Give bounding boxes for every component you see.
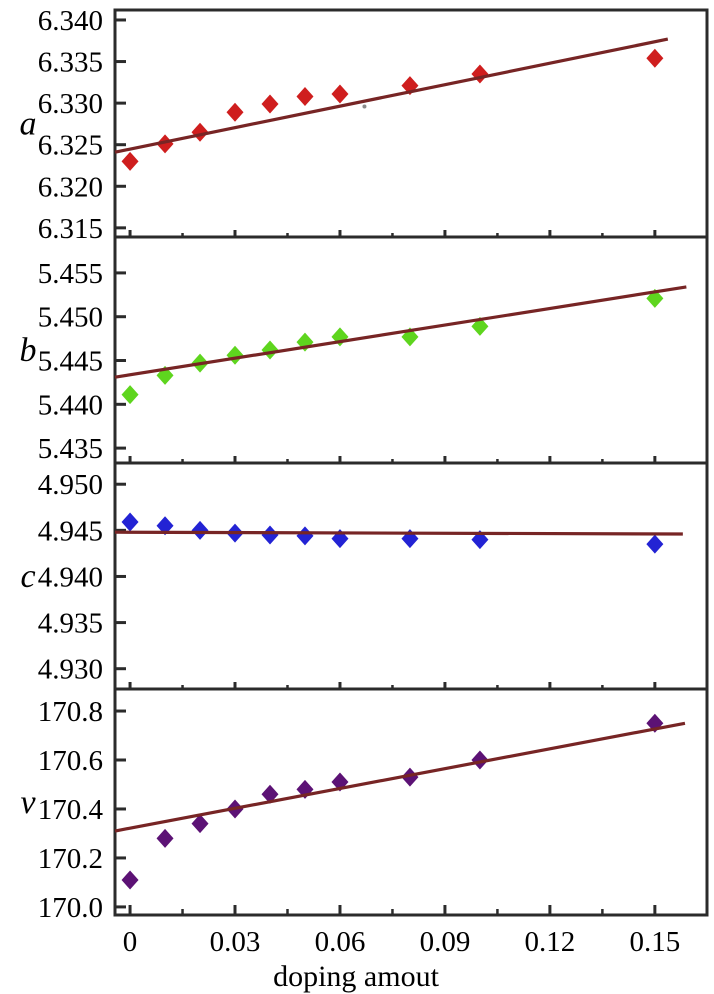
data-point-diamond bbox=[121, 385, 139, 405]
panel-a-ylabel: a bbox=[20, 106, 37, 143]
panel-v: 170.0 170.2 170.4 170.6 170.8 v bbox=[20, 687, 709, 924]
y-tick-label: 6.340 bbox=[38, 5, 103, 37]
data-point-diamond bbox=[401, 767, 419, 787]
y-tick-label: 5.450 bbox=[38, 302, 103, 334]
data-point-diamond bbox=[296, 86, 314, 106]
data-point-diamond bbox=[296, 526, 314, 546]
panel-a-frame bbox=[113, 8, 709, 239]
fit-line bbox=[114, 721, 686, 833]
x-tick-label: 0.12 bbox=[525, 926, 576, 958]
data-point-diamond bbox=[156, 828, 174, 848]
data-point-diamond bbox=[121, 512, 139, 532]
y-tick-label: 170.8 bbox=[38, 696, 103, 728]
x-tick-label: 0 bbox=[123, 926, 138, 958]
data-point-diamond bbox=[261, 784, 279, 804]
data-point-diamond bbox=[191, 520, 209, 540]
y-tick-label: 170.2 bbox=[38, 843, 103, 875]
y-tick-label: 5.440 bbox=[38, 389, 103, 421]
panel-c: 4.930 4.935 4.940 4.945 4.950 c bbox=[20, 461, 709, 691]
panel-b-frame bbox=[113, 235, 709, 465]
data-point-diamond bbox=[121, 870, 139, 890]
data-point-diamond bbox=[156, 134, 174, 154]
x-tick-label: 0.06 bbox=[315, 926, 366, 958]
y-tick-label: 6.320 bbox=[38, 171, 103, 203]
data-point-diamond bbox=[646, 534, 664, 554]
y-tick-label: 170.4 bbox=[38, 794, 104, 826]
y-tick-label: 5.455 bbox=[38, 258, 103, 290]
fit-line bbox=[114, 285, 687, 379]
x-tick-label: 0.03 bbox=[210, 926, 261, 958]
data-point-diamond bbox=[226, 102, 244, 122]
data-point-diamond bbox=[261, 525, 279, 545]
y-tick-label: 170.0 bbox=[38, 892, 103, 924]
y-tick-label: 4.930 bbox=[38, 654, 103, 686]
data-point-diamond bbox=[261, 340, 279, 360]
y-tick-label: 4.940 bbox=[38, 561, 103, 593]
y-tick-label: 6.315 bbox=[38, 213, 103, 245]
panel-c-frame bbox=[113, 461, 709, 691]
y-tick-label: 5.445 bbox=[38, 346, 103, 378]
panel-b: 5.435 5.440 5.445 5.450 5.455 b bbox=[20, 235, 709, 465]
data-point-diamond bbox=[191, 814, 209, 834]
panel-v-frame bbox=[113, 687, 709, 917]
y-tick-label: 4.945 bbox=[38, 515, 103, 547]
y-tick-label: 6.330 bbox=[38, 88, 103, 120]
y-tick-label: 5.435 bbox=[38, 433, 103, 465]
fit-line bbox=[114, 37, 669, 154]
data-point-diamond bbox=[156, 516, 174, 536]
panel-c-ylabel: c bbox=[20, 558, 35, 595]
x-tick-label: 0.09 bbox=[420, 926, 471, 958]
panel-a: 6.315 6.320 6.325 6.330 6.335 6.340 a bbox=[20, 5, 709, 245]
y-tick-label: 170.6 bbox=[38, 745, 103, 777]
panel-v-ylabel: v bbox=[20, 784, 36, 821]
panel-b-ylabel: b bbox=[20, 332, 37, 369]
data-point-diamond bbox=[261, 94, 279, 114]
fit-line bbox=[114, 530, 683, 536]
data-point-diamond bbox=[226, 345, 244, 365]
data-point-diamond bbox=[331, 84, 349, 104]
y-tick-label: 6.325 bbox=[38, 130, 103, 162]
y-tick-label: 4.935 bbox=[38, 608, 103, 640]
data-point-diamond bbox=[471, 64, 489, 84]
y-tick-label: 4.950 bbox=[38, 469, 103, 501]
x-axis-title: doping amout bbox=[273, 960, 439, 993]
data-point-diamond bbox=[121, 151, 139, 171]
x-tick-label: 0.15 bbox=[629, 926, 680, 958]
data-point-diamond bbox=[646, 48, 664, 68]
artifact-speck bbox=[362, 104, 367, 109]
data-point-diamond bbox=[471, 750, 489, 770]
y-tick-label: 6.335 bbox=[38, 47, 103, 79]
